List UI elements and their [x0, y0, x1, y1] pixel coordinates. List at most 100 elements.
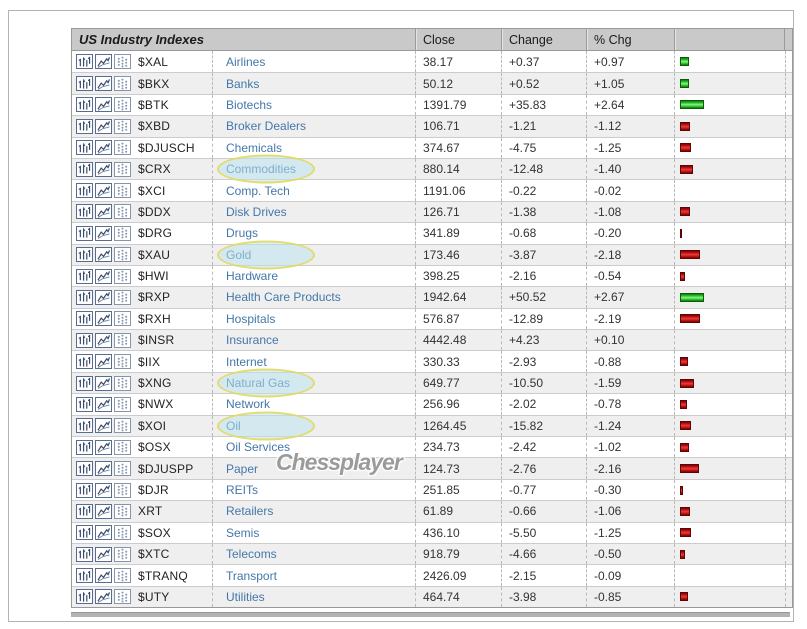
index-name-link[interactable]: Gold — [226, 247, 252, 262]
point-and-figure-chart-icon[interactable] — [114, 568, 131, 584]
sharp-chart-icon[interactable] — [76, 204, 93, 220]
index-name-link[interactable]: Hardware — [226, 269, 279, 284]
point-and-figure-chart-icon[interactable] — [114, 461, 131, 477]
index-name-link[interactable]: Telecoms — [226, 547, 277, 562]
gallery-chart-icon[interactable] — [95, 525, 112, 541]
point-and-figure-chart-icon[interactable] — [114, 546, 131, 562]
gallery-chart-icon[interactable] — [95, 289, 112, 305]
sharp-chart-icon[interactable] — [76, 375, 93, 391]
point-and-figure-chart-icon[interactable] — [114, 289, 131, 305]
sharp-chart-icon[interactable] — [76, 568, 93, 584]
point-and-figure-chart-icon[interactable] — [114, 183, 131, 199]
gallery-chart-icon[interactable] — [95, 76, 112, 92]
horizontal-scrollbar[interactable] — [71, 612, 790, 617]
index-name-link[interactable]: Chemicals — [226, 140, 283, 155]
sharp-chart-icon[interactable] — [76, 354, 93, 370]
sharp-chart-icon[interactable] — [76, 482, 93, 498]
point-and-figure-chart-icon[interactable] — [114, 354, 131, 370]
sharp-chart-icon[interactable] — [76, 118, 93, 134]
gallery-chart-icon[interactable] — [95, 568, 112, 584]
index-name-link[interactable]: Natural Gas — [226, 376, 291, 391]
point-and-figure-chart-icon[interactable] — [114, 97, 131, 113]
point-and-figure-chart-icon[interactable] — [114, 311, 131, 327]
gallery-chart-icon[interactable] — [95, 332, 112, 348]
sharp-chart-icon[interactable] — [76, 76, 93, 92]
point-and-figure-chart-icon[interactable] — [114, 54, 131, 70]
index-name-link[interactable]: Retailers — [226, 504, 274, 519]
sharp-chart-icon[interactable] — [76, 418, 93, 434]
sharp-chart-icon[interactable] — [76, 140, 93, 156]
index-name-link[interactable]: Biotechs — [226, 97, 273, 112]
sharp-chart-icon[interactable] — [76, 525, 93, 541]
sharp-chart-icon[interactable] — [76, 396, 93, 412]
index-name-link[interactable]: Utilities — [226, 589, 265, 604]
index-name-link[interactable]: Airlines — [226, 54, 266, 69]
gallery-chart-icon[interactable] — [95, 546, 112, 562]
index-name-link[interactable]: Insurance — [226, 333, 279, 348]
gallery-chart-icon[interactable] — [95, 375, 112, 391]
gallery-chart-icon[interactable] — [95, 354, 112, 370]
gallery-chart-icon[interactable] — [95, 268, 112, 284]
sharp-chart-icon[interactable] — [76, 161, 93, 177]
sharp-chart-icon[interactable] — [76, 54, 93, 70]
index-name-link[interactable]: Broker Dealers — [226, 119, 307, 134]
index-name-link[interactable]: Disk Drives — [226, 204, 287, 219]
index-name-link[interactable]: Banks — [226, 76, 260, 91]
point-and-figure-chart-icon[interactable] — [114, 225, 131, 241]
index-name-link[interactable]: Oil — [226, 418, 241, 433]
gallery-chart-icon[interactable] — [95, 183, 112, 199]
gallery-chart-icon[interactable] — [95, 311, 112, 327]
sharp-chart-icon[interactable] — [76, 225, 93, 241]
gallery-chart-icon[interactable] — [95, 97, 112, 113]
index-name-link[interactable]: Health Care Products — [226, 290, 341, 305]
point-and-figure-chart-icon[interactable] — [114, 140, 131, 156]
gallery-chart-icon[interactable] — [95, 418, 112, 434]
point-and-figure-chart-icon[interactable] — [114, 503, 131, 519]
sharp-chart-icon[interactable] — [76, 546, 93, 562]
index-name-link[interactable]: Drugs — [226, 226, 259, 241]
gallery-chart-icon[interactable] — [95, 589, 112, 605]
gallery-chart-icon[interactable] — [95, 439, 112, 455]
sharp-chart-icon[interactable] — [76, 439, 93, 455]
point-and-figure-chart-icon[interactable] — [114, 589, 131, 605]
point-and-figure-chart-icon[interactable] — [114, 418, 131, 434]
point-and-figure-chart-icon[interactable] — [114, 268, 131, 284]
point-and-figure-chart-icon[interactable] — [114, 204, 131, 220]
gallery-chart-icon[interactable] — [95, 482, 112, 498]
point-and-figure-chart-icon[interactable] — [114, 161, 131, 177]
index-name-link[interactable]: Transport — [226, 568, 277, 583]
gallery-chart-icon[interactable] — [95, 503, 112, 519]
index-name-link[interactable]: Hospitals — [226, 311, 276, 326]
index-name-link[interactable]: Comp. Tech — [226, 183, 290, 198]
point-and-figure-chart-icon[interactable] — [114, 247, 131, 263]
gallery-chart-icon[interactable] — [95, 225, 112, 241]
gallery-chart-icon[interactable] — [95, 54, 112, 70]
index-name-link[interactable]: Commodities — [226, 162, 297, 177]
sharp-chart-icon[interactable] — [76, 311, 93, 327]
point-and-figure-chart-icon[interactable] — [114, 332, 131, 348]
index-name-link[interactable]: Semis — [226, 525, 260, 540]
point-and-figure-chart-icon[interactable] — [114, 375, 131, 391]
point-and-figure-chart-icon[interactable] — [114, 525, 131, 541]
gallery-chart-icon[interactable] — [95, 396, 112, 412]
point-and-figure-chart-icon[interactable] — [114, 118, 131, 134]
sharp-chart-icon[interactable] — [76, 461, 93, 477]
sharp-chart-icon[interactable] — [76, 97, 93, 113]
gallery-chart-icon[interactable] — [95, 161, 112, 177]
index-name-link[interactable]: Paper — [226, 461, 259, 476]
gallery-chart-icon[interactable] — [95, 204, 112, 220]
sharp-chart-icon[interactable] — [76, 268, 93, 284]
index-name-link[interactable]: Internet — [226, 354, 267, 369]
sharp-chart-icon[interactable] — [76, 289, 93, 305]
index-name-link[interactable]: REITs — [226, 483, 259, 497]
index-name-link[interactable]: Network — [226, 397, 271, 412]
sharp-chart-icon[interactable] — [76, 589, 93, 605]
sharp-chart-icon[interactable] — [76, 332, 93, 348]
sharp-chart-icon[interactable] — [76, 247, 93, 263]
gallery-chart-icon[interactable] — [95, 461, 112, 477]
gallery-chart-icon[interactable] — [95, 247, 112, 263]
point-and-figure-chart-icon[interactable] — [114, 396, 131, 412]
point-and-figure-chart-icon[interactable] — [114, 439, 131, 455]
gallery-chart-icon[interactable] — [95, 118, 112, 134]
index-name-link[interactable]: Oil Services — [226, 440, 291, 455]
